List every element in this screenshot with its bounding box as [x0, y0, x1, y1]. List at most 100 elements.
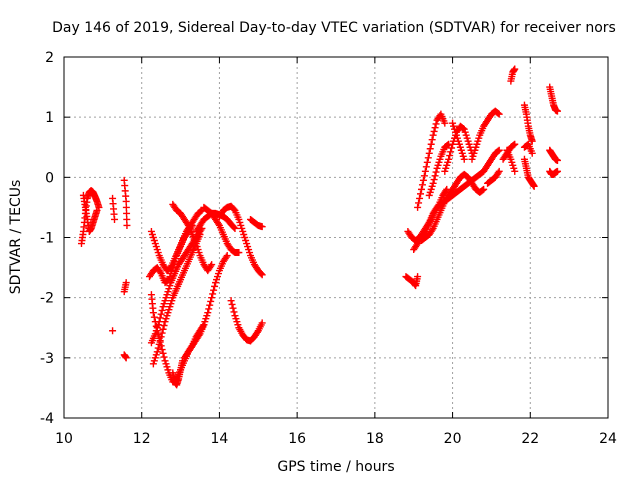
data-point [208, 261, 216, 269]
data-point [494, 147, 502, 155]
data-point [206, 301, 214, 309]
data-point [419, 176, 427, 184]
y-tick-label: -4 [40, 411, 54, 427]
data-point [427, 140, 435, 148]
x-tick-label: 10 [55, 431, 73, 447]
data-point [420, 172, 428, 180]
data-point [230, 308, 238, 316]
data-point [430, 176, 438, 184]
data-point [235, 249, 243, 257]
data-point [109, 327, 117, 335]
data-point [444, 141, 452, 149]
data-point [199, 322, 207, 330]
data-point [123, 209, 131, 217]
y-tick-label: 0 [45, 170, 54, 186]
data-point [150, 313, 158, 321]
x-tick-label: 14 [211, 431, 229, 447]
data-point [432, 120, 440, 128]
data-point [553, 156, 561, 164]
data-point [207, 297, 215, 305]
chart-title: Day 146 of 2019, Sidereal Day-to-day VTE… [52, 20, 616, 36]
data-point [158, 346, 166, 354]
data-point [122, 354, 130, 362]
data-point [157, 333, 165, 341]
data-point [230, 223, 238, 231]
data-point [122, 197, 130, 205]
y-axis-label: SDTVAR / TECUs [8, 180, 24, 295]
x-tick-label: 22 [521, 431, 539, 447]
y-tick-label: 2 [45, 50, 54, 66]
data-point [511, 167, 519, 175]
data-point [429, 179, 437, 187]
data-point [154, 344, 162, 352]
data-point [155, 340, 163, 348]
data-point [156, 268, 164, 276]
data-point [157, 310, 165, 318]
data-point [160, 353, 168, 361]
x-tick-label: 24 [599, 431, 617, 447]
data-marks [77, 65, 561, 389]
x-tick-label: 18 [366, 431, 384, 447]
data-point [209, 290, 217, 298]
data-point [511, 65, 519, 73]
x-tick-label: 12 [133, 431, 151, 447]
data-point [414, 273, 422, 281]
data-point [441, 119, 449, 127]
data-point [205, 305, 213, 313]
data-point [431, 172, 439, 180]
data-point [480, 185, 488, 193]
data-point [421, 167, 429, 175]
data-point [424, 154, 432, 162]
data-point [417, 185, 425, 193]
data-point [446, 152, 454, 160]
data-point [257, 270, 265, 278]
data-point [258, 271, 266, 279]
data-point [258, 223, 266, 231]
x-tick-label: 20 [444, 431, 462, 447]
data-point [426, 145, 434, 153]
y-tick-label: -2 [40, 291, 54, 307]
data-point [510, 141, 518, 149]
data-point [111, 215, 119, 223]
data-point [208, 294, 216, 302]
data-point [258, 319, 266, 327]
data-point [207, 262, 215, 270]
data-point [231, 224, 239, 232]
data-point [196, 230, 204, 238]
data-point [430, 127, 438, 135]
data-point [416, 194, 424, 202]
x-tick-label: 16 [288, 431, 306, 447]
data-point [429, 131, 437, 139]
data-point [495, 167, 503, 175]
data-point [122, 203, 130, 211]
data-point [159, 349, 167, 357]
data-point [197, 207, 205, 215]
data-point [123, 215, 131, 223]
data-point [494, 109, 502, 117]
data-point [528, 137, 536, 145]
data-point [160, 321, 168, 329]
data-point [425, 149, 433, 157]
data-point [214, 220, 222, 228]
data-point [211, 282, 219, 290]
data-point [495, 110, 503, 118]
data-point [149, 309, 157, 317]
data-point [158, 329, 166, 337]
data-point [158, 306, 166, 314]
x-axis-label: GPS time / hours [277, 459, 394, 475]
data-point [479, 186, 487, 194]
data-point [428, 226, 436, 234]
data-point [511, 140, 519, 148]
data-point [415, 199, 423, 207]
data-point [495, 146, 503, 154]
data-point [200, 321, 208, 329]
data-point [414, 203, 422, 211]
data-point [445, 155, 453, 163]
data-point [528, 149, 536, 157]
data-point [423, 158, 431, 166]
data-point [431, 124, 439, 132]
data-point [448, 144, 456, 152]
data-point [417, 190, 425, 198]
